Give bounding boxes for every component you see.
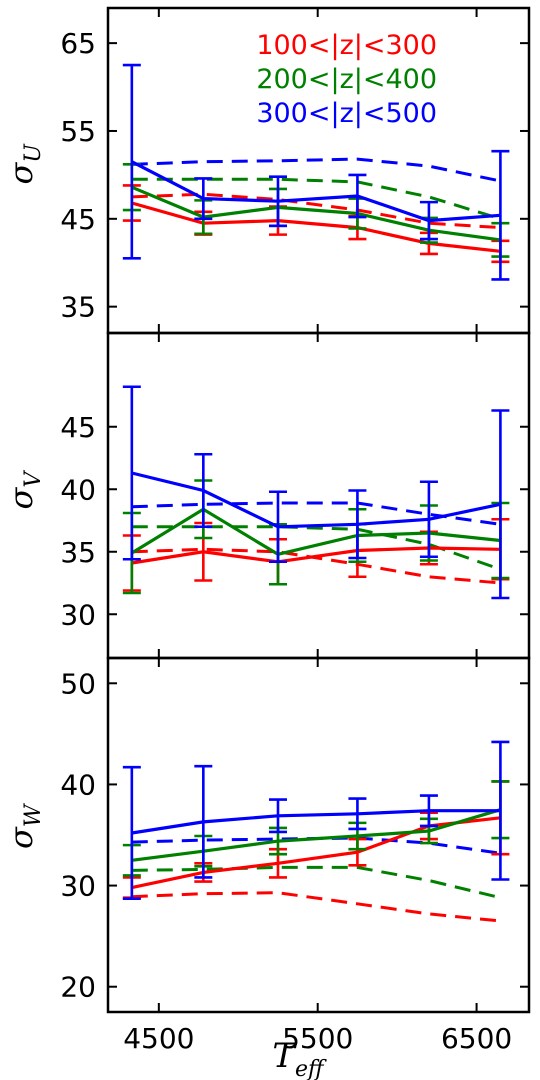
dashed-line-100<|z|<300	[131, 192, 501, 230]
solid-line-300<|z|<500	[131, 809, 501, 835]
dashed-line-300<|z|<500	[131, 501, 501, 526]
axis-layer: 35 45 55 65 σU 30 35 40 45 σV 20 30 40 50 σW 4500 5500 65…	[2, 8, 529, 1080]
panel-u	[122, 63, 510, 281]
y-tick-label: 40	[60, 768, 96, 801]
y-tick-label: 35	[60, 536, 96, 569]
dashed-line-200<|z|<400	[131, 865, 501, 900]
y-axis-label-v: σV	[2, 470, 46, 510]
solid-line-100<|z|<300	[131, 816, 501, 890]
x-axis-label: Teff	[272, 1036, 327, 1080]
dashed-line-200<|z|<400	[131, 177, 501, 221]
y-axis-label-w: σW	[2, 802, 46, 849]
dashed-line-100<|z|<300	[131, 547, 501, 585]
y-tick-label: 30	[60, 870, 96, 903]
dashed-line-100<|z|<300	[131, 891, 501, 923]
legend-entry-1: 200<|z|<400	[256, 64, 437, 95]
panel-v	[122, 385, 510, 600]
y-tick-label: 35	[60, 291, 96, 324]
y-tick-label: 45	[60, 203, 96, 236]
solid-line-100<|z|<300	[131, 201, 501, 253]
panel-w	[122, 740, 510, 923]
solid-line-100<|z|<300	[131, 546, 501, 565]
y-tick-label: 65	[60, 27, 96, 60]
y-tick-label: 50	[60, 667, 96, 700]
solid-line-200<|z|<400	[131, 808, 501, 862]
solid-line-300<|z|<500	[131, 471, 501, 529]
x-tick-label: 6500	[441, 1022, 512, 1055]
plot-layer	[122, 63, 510, 923]
dashed-line-300<|z|<500	[131, 836, 501, 855]
y-tick-label: 45	[60, 411, 96, 444]
x-tick-label: 5500	[282, 1022, 353, 1055]
x-tick-label: 4500	[123, 1022, 194, 1055]
y-tick-label: 55	[60, 115, 96, 148]
dashed-line-300<|z|<500	[131, 157, 501, 183]
panel-frame-v	[106, 331, 531, 660]
solid-line-200<|z|<400	[130, 507, 501, 557]
panel-frame-w	[106, 656, 531, 1014]
solid-line-200<|z|<400	[131, 185, 501, 242]
y-tick-label: 30	[60, 598, 96, 631]
y-tick-label: 40	[60, 473, 96, 506]
solid-line-300<|z|<500	[131, 160, 501, 223]
y-axis-label-u: σU	[2, 143, 46, 185]
y-tick-label: 20	[60, 971, 96, 1004]
legend-entry-0: 100<|z|<300	[256, 30, 437, 61]
legend-entry-2: 300<|z|<500	[256, 98, 437, 129]
